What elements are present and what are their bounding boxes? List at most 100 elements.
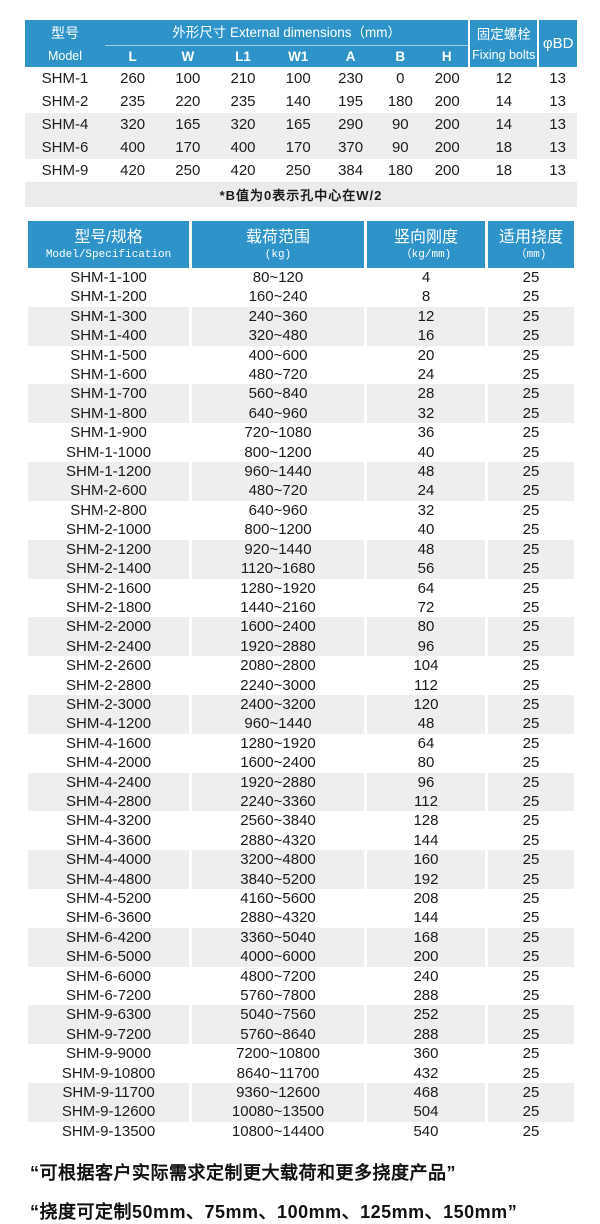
cell: 25 — [488, 636, 574, 657]
cell: 160~240 — [248, 288, 308, 306]
cell: 3360~5040 — [192, 927, 364, 948]
cell: 25 — [522, 967, 540, 985]
cell: 25 — [488, 947, 574, 967]
cell: 36 — [417, 424, 435, 442]
cell: 180 — [387, 93, 413, 110]
cell: SHM-9-13500 — [61, 1122, 156, 1140]
cell: 13 — [538, 136, 577, 159]
cell: SHM-2-600 — [28, 481, 190, 501]
cell: 40 — [417, 443, 435, 461]
cell: 25 — [522, 501, 540, 519]
cell: 208 — [413, 890, 439, 907]
cell: SHM-1-1200 — [28, 462, 190, 482]
cell: 0 — [396, 70, 405, 87]
dim-subcolumn-header: L1 — [215, 45, 271, 67]
cell: 960~1440 — [192, 462, 364, 482]
cell: 12 — [495, 70, 513, 87]
cell: SHM-9 — [41, 162, 89, 179]
cell: 13 — [549, 70, 566, 87]
cell: 144 — [413, 831, 439, 849]
specifications-table-body: SHM-1-100 80~120 4 25 SHM-1-200 160~240 8 25 SHM… — [28, 268, 574, 1141]
column-header-fixing-bolts-en: Fixing bolts — [472, 47, 536, 62]
table-row: SHM-1 260 100 210 100 230 0 200 12 13 — [25, 67, 577, 90]
cell: 8 — [421, 288, 431, 306]
cell: 400 — [215, 136, 271, 159]
cell: 25 — [522, 443, 540, 461]
cell: 1440~2160 — [240, 598, 316, 616]
cell: 4160~5600 — [240, 890, 316, 907]
cell: SHM-4-5200 — [66, 890, 152, 907]
cell: 96 — [366, 636, 486, 657]
cell: 25 — [488, 791, 574, 812]
cell: 192 — [366, 869, 486, 889]
column-header-model-en: Model — [47, 49, 83, 63]
dimension-subcolumns-row: L W L1 W1 A B H — [25, 45, 577, 67]
cell: 25 — [488, 714, 574, 734]
cell: 48 — [366, 462, 486, 482]
cell: 4800~7200 — [240, 967, 316, 985]
table-row: SHM-9-12600 10080~13500 504 25 — [28, 1102, 574, 1122]
cell: SHM-4-1600 — [66, 734, 152, 752]
cell: SHM-4-2400 — [28, 772, 190, 792]
footnote-custom-deflection: “挠度可定制50mm、75mm、100mm、125mm、150mm” — [30, 1202, 518, 1223]
cell: 2080~2800 — [240, 657, 316, 675]
cell: 3200~4800 — [192, 850, 364, 870]
cell: 210 — [230, 70, 256, 87]
cell: 170 — [270, 136, 326, 159]
cell: SHM-4-4800 — [28, 869, 190, 889]
table-row: SHM-4-4000 3200~4800 160 25 — [28, 850, 574, 870]
cell: 800~1200 — [244, 443, 312, 461]
cell: 165 — [270, 113, 326, 136]
table-row: SHM-2-2400 1920~2880 96 25 — [28, 636, 574, 657]
cell: 320~480 — [192, 326, 364, 346]
dimensions-table: 型号 Model 外形尺寸 External dimensions（mm） 固定… — [25, 20, 577, 207]
cell: 180 — [387, 162, 413, 179]
cell: 195 — [338, 93, 364, 110]
column-header-load-range-zh: 载荷范围 — [246, 229, 311, 246]
table-row: SHM-1-100 80~120 4 25 — [28, 268, 574, 287]
cell: SHM-6-6000 — [66, 967, 152, 985]
cell: SHM-2-800 — [70, 501, 147, 519]
table-row: SHM-4-3600 2880~4320 144 25 — [28, 831, 574, 850]
cell: 320 — [105, 113, 161, 136]
cell: SHM-2 — [41, 93, 89, 110]
cell: 360 — [413, 1045, 439, 1063]
column-header-applicable-deflection-zh: 适用挠度 — [499, 229, 564, 246]
cell: 140 — [285, 93, 311, 110]
cell: 90 — [375, 136, 426, 159]
cell: 2880~4320 — [240, 909, 316, 927]
footnote-custom-load: “可根据客户实际需求定制更大载荷和更多挠度产品” — [30, 1163, 456, 1184]
cell: 200 — [425, 136, 470, 159]
table-row: SHM-4-1600 1280~1920 64 25 — [28, 734, 574, 753]
table-row: SHM-6-5000 4000~6000 200 25 — [28, 947, 574, 967]
cell: SHM-6-7200 — [66, 987, 152, 1005]
cell: 25 — [522, 890, 540, 907]
dim-subcolumn-header: A — [325, 45, 376, 67]
cell: SHM-6-4200 — [28, 927, 190, 948]
cell: SHM-9-10800 — [61, 1064, 156, 1082]
cell: 80 — [417, 754, 435, 772]
table-row: SHM-2-600 480~720 24 25 — [28, 481, 574, 501]
cell: 10080~13500 — [192, 1102, 364, 1122]
cell: SHM-2-2600 — [66, 657, 152, 675]
cell: 720~1080 — [244, 424, 312, 442]
cell: SHM-1-1000 — [66, 443, 152, 461]
cell: 10800~14400 — [231, 1122, 325, 1140]
cell: 235 — [230, 93, 256, 110]
cell: SHM-1-500 — [70, 346, 147, 364]
table-row: SHM-1-1200 960~1440 48 25 — [28, 462, 574, 482]
cell: 5760~8640 — [192, 1024, 364, 1045]
table-row: SHM-4-2000 1600~2400 80 25 — [28, 753, 574, 772]
dimensions-note: *B值为0表示孔中心在W/2 — [25, 182, 577, 207]
cell: 25 — [488, 326, 574, 346]
cell: 160 — [366, 850, 486, 870]
cell: 960~1440 — [192, 714, 364, 734]
column-header-fixing-bolts: 固定螺栓 Fixing bolts — [468, 20, 540, 67]
cell: SHM-9-9000 — [66, 1045, 152, 1063]
cell: 25 — [488, 1005, 574, 1025]
column-header-bd: φBD — [538, 20, 577, 67]
cell: SHM-6-3600 — [66, 909, 152, 927]
cell: 800~1200 — [244, 521, 312, 539]
cell: 104 — [413, 657, 439, 675]
cell: SHM-2-3000 — [28, 694, 190, 715]
